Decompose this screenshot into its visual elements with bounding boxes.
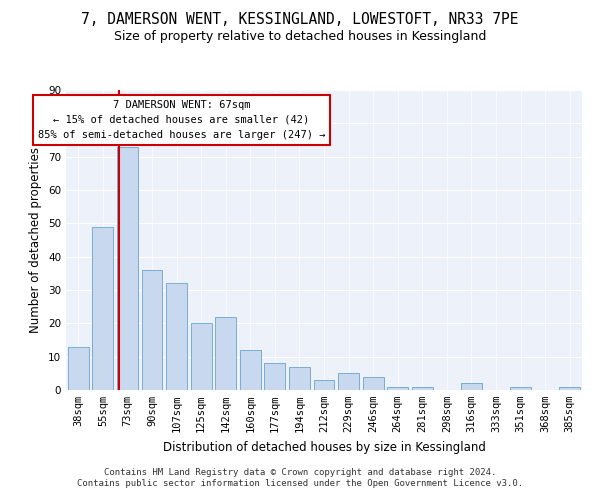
Bar (191, 324, 212, 390)
Bar (461, 384, 482, 390)
Bar (314, 380, 334, 390)
Bar (92, 226, 113, 390)
Bar (559, 386, 580, 390)
Bar (338, 374, 359, 390)
Bar (265, 364, 286, 390)
Y-axis label: Number of detached properties: Number of detached properties (29, 147, 43, 333)
X-axis label: Distribution of detached houses by size in Kessingland: Distribution of detached houses by size … (163, 440, 485, 454)
Text: 7 DAMERSON WENT: 67sqm
← 15% of detached houses are smaller (42)
85% of semi-det: 7 DAMERSON WENT: 67sqm ← 15% of detached… (38, 100, 325, 140)
Bar (362, 376, 383, 390)
Bar (510, 386, 531, 390)
Bar (166, 284, 187, 390)
Bar (142, 270, 163, 390)
Bar (240, 350, 261, 390)
Text: Contains HM Land Registry data © Crown copyright and database right 2024.
Contai: Contains HM Land Registry data © Crown c… (77, 468, 523, 487)
Text: 7, DAMERSON WENT, KESSINGLAND, LOWESTOFT, NR33 7PE: 7, DAMERSON WENT, KESSINGLAND, LOWESTOFT… (81, 12, 519, 28)
Bar (68, 346, 89, 390)
Bar (117, 146, 138, 390)
Text: Size of property relative to detached houses in Kessingland: Size of property relative to detached ho… (114, 30, 486, 43)
Bar (412, 386, 433, 390)
Bar (387, 386, 408, 390)
Bar (289, 366, 310, 390)
Bar (215, 316, 236, 390)
